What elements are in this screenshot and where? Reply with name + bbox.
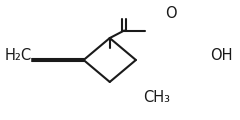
- Text: O: O: [165, 6, 177, 21]
- Text: OH: OH: [210, 48, 232, 63]
- Text: CH₃: CH₃: [143, 90, 170, 105]
- Text: H₂C: H₂C: [4, 48, 31, 63]
